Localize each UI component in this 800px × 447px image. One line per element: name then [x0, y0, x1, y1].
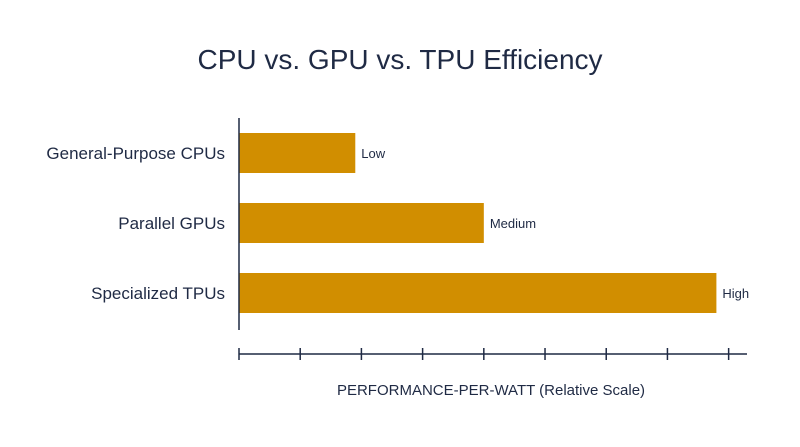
category-label-3: Specialized TPUs	[91, 284, 225, 303]
bar-3	[239, 273, 717, 313]
category-label-2: Parallel GPUs	[118, 214, 225, 233]
data-label-2: Medium	[490, 216, 536, 231]
category-label-1: General-Purpose CPUs	[46, 144, 225, 163]
bars-layer: General-Purpose CPUs Low Parallel GPUs Medi…	[46, 133, 749, 313]
chart-title: CPU vs. GPU vs. TPU Efficiency	[197, 44, 603, 75]
data-label-1: Low	[361, 146, 385, 161]
x-axis-title: PERFORMANCE-PER-WATT (Relative Scale)	[337, 382, 645, 399]
axis-layer	[238, 118, 747, 360]
data-label-3: High	[722, 286, 749, 301]
bar-1	[239, 133, 356, 173]
bar-2	[239, 203, 484, 243]
